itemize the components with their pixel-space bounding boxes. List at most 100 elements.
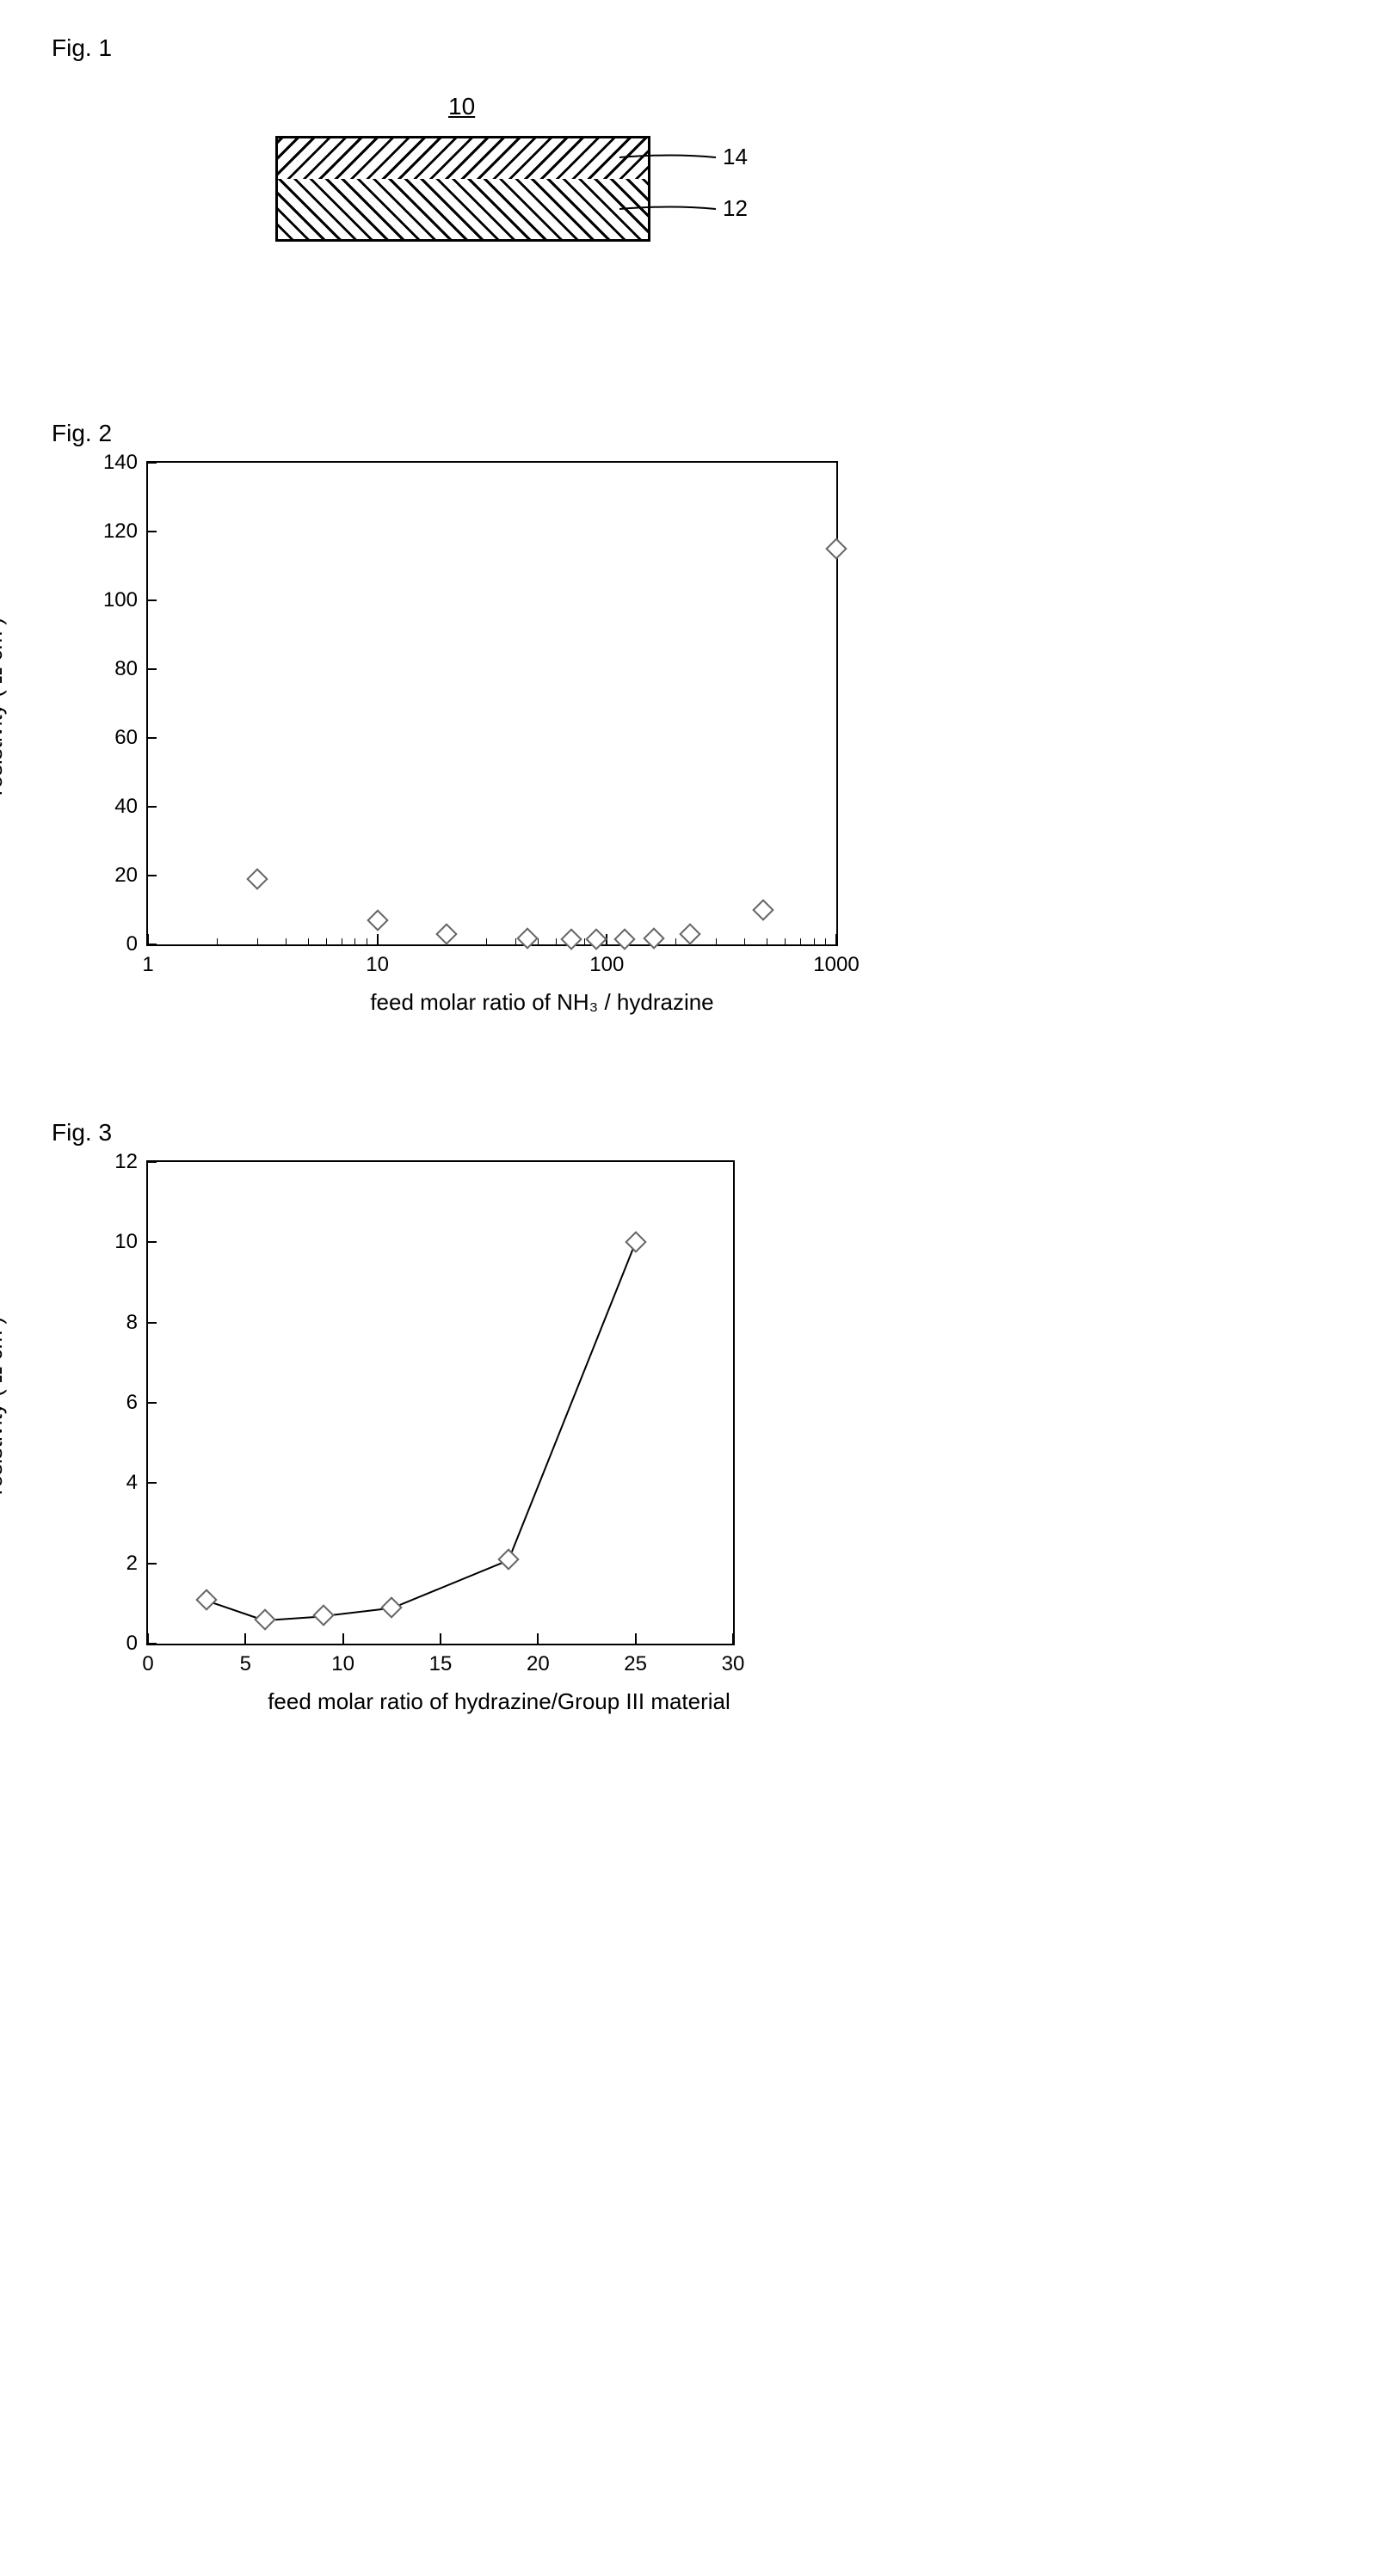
fig1-ref-12: 12 xyxy=(723,195,748,222)
fig3-xtick xyxy=(537,1633,539,1644)
fig3-xtick xyxy=(440,1633,441,1644)
fig3-ytick xyxy=(148,1482,157,1484)
fig3-marker xyxy=(254,1608,275,1630)
fig2-ytick xyxy=(148,462,157,464)
fig2-ytick-label: 60 xyxy=(114,726,138,750)
fig2-ytick xyxy=(148,737,157,739)
fig2-xtick-minor xyxy=(800,938,801,944)
fig2-ytick xyxy=(148,668,157,670)
fig3-line-seg xyxy=(508,1243,636,1560)
fig2-xtick-minor xyxy=(217,938,218,944)
fig2-marker xyxy=(585,928,607,950)
fig3-ytick xyxy=(148,1161,157,1163)
fig2-label: Fig. 2 xyxy=(52,420,1347,447)
fig2-ytick xyxy=(148,531,157,532)
fig2-xtick-minor xyxy=(486,938,487,944)
fig2-ytick-label: 20 xyxy=(114,864,138,888)
fig3-xtick xyxy=(147,1633,149,1644)
fig2-xtick-minor xyxy=(354,938,355,944)
fig2-ytick-label: 80 xyxy=(114,657,138,681)
fig2-ytick-label: 120 xyxy=(103,520,138,544)
fig2-ytick-label: 0 xyxy=(126,932,138,956)
fig2-xtick-minor xyxy=(814,938,815,944)
fig2-marker xyxy=(825,538,847,559)
fig2-marker xyxy=(246,868,268,889)
fig3-xtick-label: 25 xyxy=(624,1652,647,1676)
fig3-xtick-label: 30 xyxy=(722,1652,745,1676)
fig3-marker xyxy=(498,1548,520,1570)
fig3-marker xyxy=(381,1596,403,1618)
fig2-marker xyxy=(643,927,664,949)
fig3-ytick xyxy=(148,1402,157,1404)
fig2-marker xyxy=(516,927,538,949)
fig3-marker xyxy=(195,1589,217,1610)
fig3-ytick-label: 8 xyxy=(126,1311,138,1335)
fig2-ytick xyxy=(148,599,157,601)
fig2-ytick xyxy=(148,944,157,945)
fig2-xtick-minor xyxy=(675,938,676,944)
fig3-xtick xyxy=(244,1633,246,1644)
fig3-ytick xyxy=(148,1563,157,1565)
fig2-chart: resistivity ( Ω cm ) 0204060801001201401… xyxy=(52,461,938,1076)
fig2-marker xyxy=(435,923,457,944)
fig2-xtick xyxy=(835,934,837,944)
fig2-xtick-minor xyxy=(716,938,717,944)
fig2-ylabel: resistivity ( Ω cm ) xyxy=(0,618,8,796)
fig1-leader-12 xyxy=(52,76,826,385)
fig2-xtick-minor xyxy=(286,938,287,944)
fig2-plot-area: 0204060801001201401101001000 xyxy=(146,461,838,946)
fig3-xtick-label: 0 xyxy=(142,1652,153,1676)
fig3-ytick xyxy=(148,1643,157,1645)
fig3-xtick-label: 15 xyxy=(429,1652,453,1676)
fig1-diagram: 101412 xyxy=(52,76,826,385)
fig3-plot-area: 024681012051015202530 xyxy=(146,1160,735,1645)
fig2-marker xyxy=(367,909,388,931)
fig2-marker xyxy=(560,928,582,950)
fig3-xlabel: feed molar ratio of hydrazine/Group III … xyxy=(146,1688,852,1715)
fig3-ytick-label: 10 xyxy=(114,1230,138,1254)
fig2-ytick-label: 100 xyxy=(103,588,138,612)
fig2-xtick-minor xyxy=(785,938,786,944)
fig3-xtick-label: 10 xyxy=(331,1652,354,1676)
fig2-ytick xyxy=(148,875,157,876)
fig2-marker xyxy=(752,899,773,920)
fig2-marker xyxy=(679,923,700,944)
fig3-chart: resistivity ( Ω cm ) 0246810120510152025… xyxy=(52,1160,852,1775)
fig3-xtick-label: 20 xyxy=(527,1652,550,1676)
fig2-xtick xyxy=(377,934,379,944)
fig2-xlabel: feed molar ratio of NH₃ / hydrazine xyxy=(146,989,938,1016)
fig3-marker xyxy=(312,1605,334,1626)
fig2-marker xyxy=(614,928,636,950)
fig2-xtick-minor xyxy=(326,938,327,944)
fig3-xtick xyxy=(342,1633,344,1644)
fig2-xtick-minor xyxy=(308,938,309,944)
fig3-ytick-label: 12 xyxy=(114,1150,138,1174)
fig2-xtick-label: 1000 xyxy=(813,953,859,977)
fig2-xtick-minor xyxy=(515,938,516,944)
fig3-ytick-label: 2 xyxy=(126,1552,138,1576)
fig3-line-seg xyxy=(391,1559,509,1609)
fig2-xtick xyxy=(147,934,149,944)
fig3-xtick xyxy=(732,1633,734,1644)
fig2-ytick-label: 40 xyxy=(114,795,138,819)
fig3-ytick-label: 0 xyxy=(126,1632,138,1656)
fig3-ytick-label: 6 xyxy=(126,1391,138,1415)
fig2-xtick-minor xyxy=(744,938,745,944)
fig3-xtick xyxy=(635,1633,637,1644)
fig2-xtick-minor xyxy=(257,938,258,944)
fig3-xtick-label: 5 xyxy=(240,1652,251,1676)
fig2-xtick-label: 10 xyxy=(366,953,389,977)
fig2-xtick-minor xyxy=(556,938,557,944)
fig3-ytick xyxy=(148,1241,157,1243)
fig3-ytick xyxy=(148,1322,157,1324)
fig3-ytick-label: 4 xyxy=(126,1471,138,1495)
fig2-ytick xyxy=(148,806,157,808)
fig3-ylabel: resistivity ( Ω cm ) xyxy=(0,1317,8,1495)
fig1-label: Fig. 1 xyxy=(52,34,1347,62)
fig2-xtick-minor xyxy=(825,938,826,944)
fig3-marker xyxy=(625,1232,646,1253)
fig2-ytick-label: 140 xyxy=(103,451,138,475)
fig2-xtick-label: 100 xyxy=(589,953,624,977)
fig3-label: Fig. 3 xyxy=(52,1119,1347,1147)
fig2-xtick-minor xyxy=(538,938,539,944)
